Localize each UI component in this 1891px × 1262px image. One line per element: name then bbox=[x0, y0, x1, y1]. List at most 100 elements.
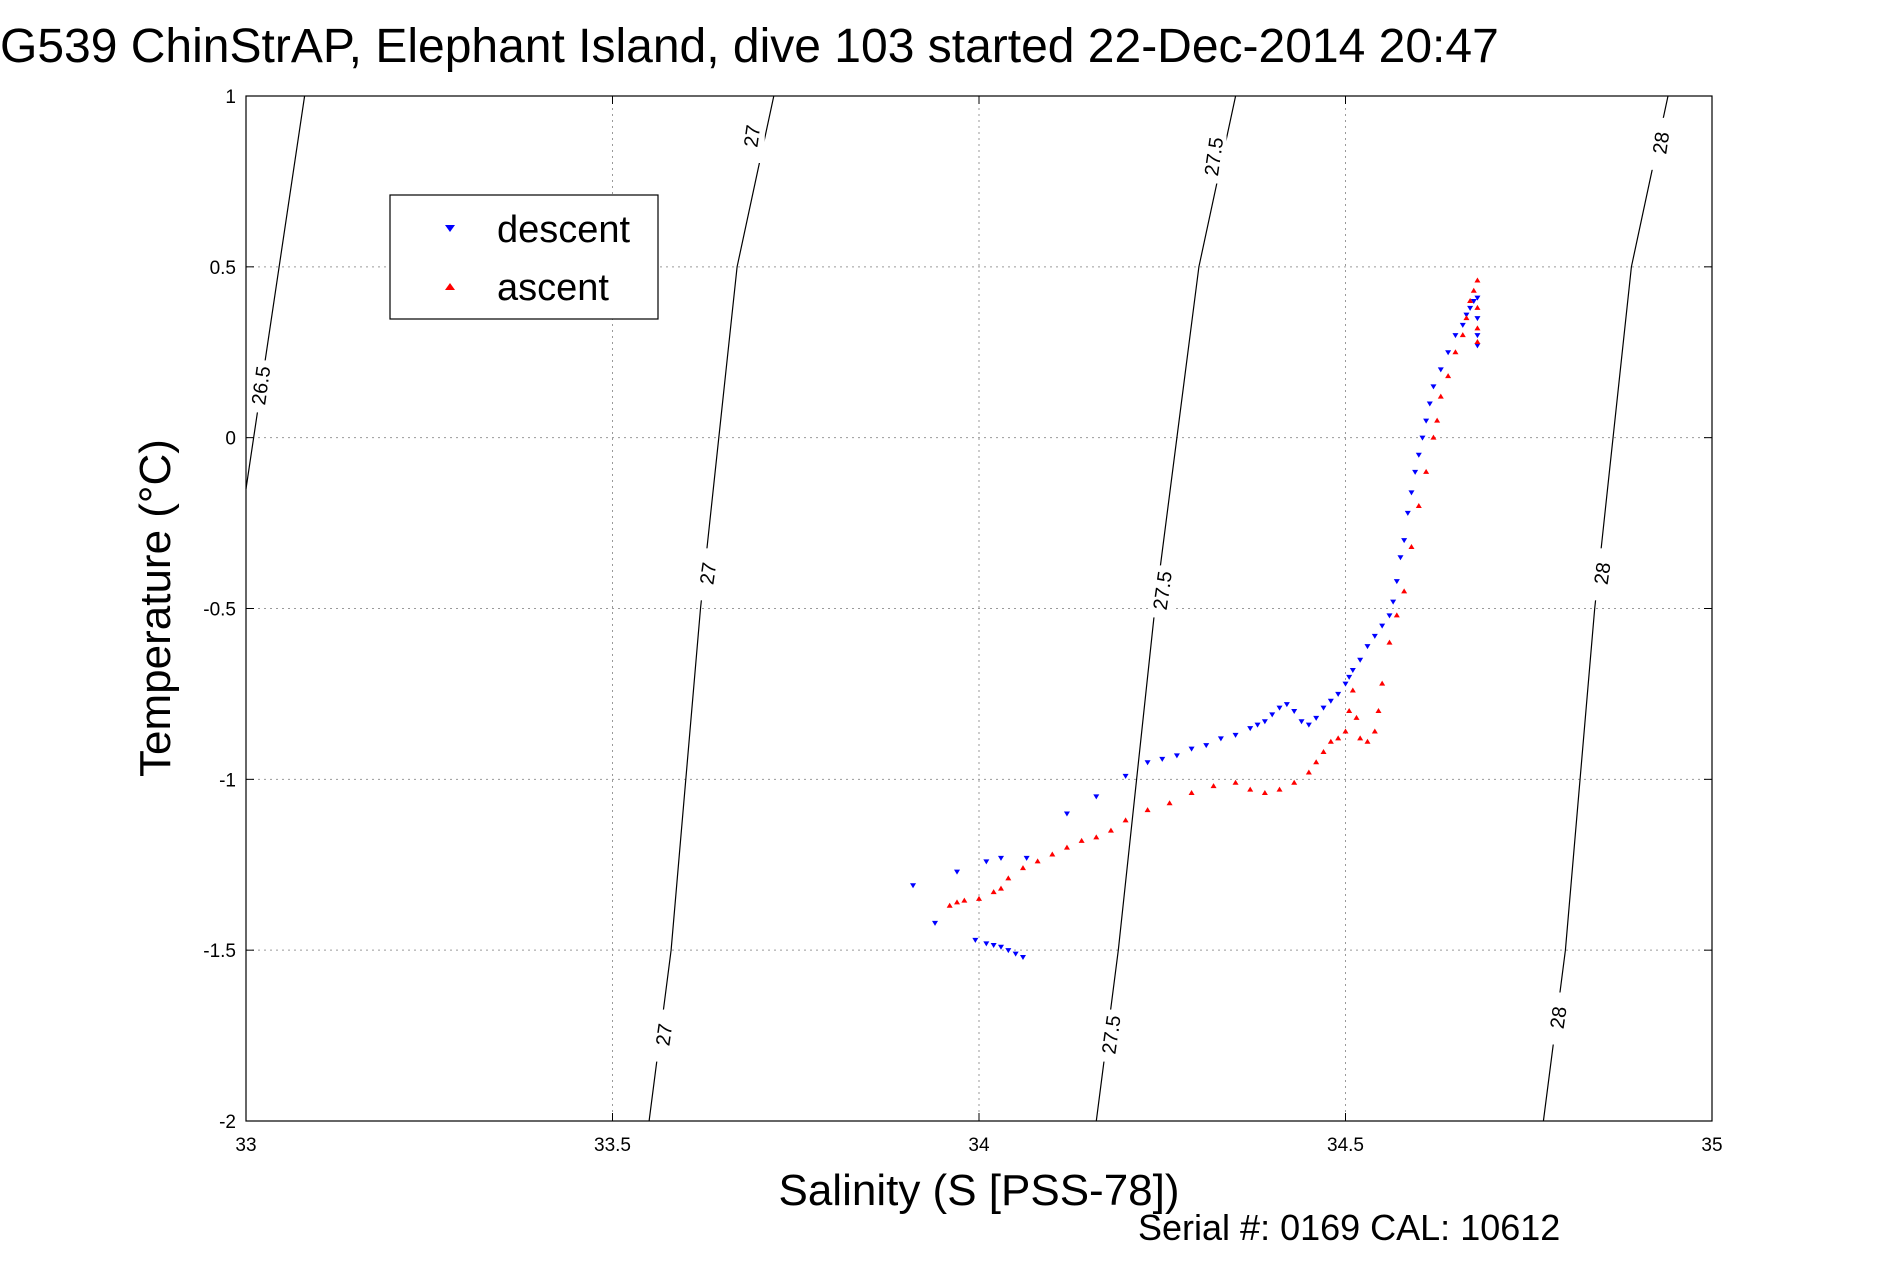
isopycnal-label: 28 bbox=[1649, 130, 1674, 155]
series-descent bbox=[910, 295, 1481, 960]
ascent-point bbox=[1393, 612, 1400, 618]
ascent-point bbox=[1049, 851, 1056, 857]
y-axis-label: Temperature (°C) bbox=[131, 439, 180, 777]
descent-point bbox=[1173, 753, 1180, 759]
ascent-point bbox=[1445, 373, 1452, 379]
x-tick-label: 34 bbox=[968, 1135, 990, 1156]
descent-point bbox=[1335, 691, 1342, 697]
descent-point bbox=[1437, 367, 1444, 373]
isopycnal-line bbox=[245, 95, 306, 489]
descent-point bbox=[1005, 948, 1012, 954]
descent-point bbox=[1397, 555, 1404, 561]
descent-point bbox=[997, 944, 1004, 950]
descent-point bbox=[1412, 469, 1419, 475]
ascent-point bbox=[1474, 277, 1481, 283]
descent-point bbox=[1254, 722, 1261, 728]
isopycnal-line bbox=[648, 95, 775, 1122]
ascent-point bbox=[1415, 503, 1422, 508]
descent-point bbox=[1188, 746, 1195, 752]
descent-point bbox=[1320, 705, 1327, 711]
ascent-point bbox=[1276, 786, 1283, 792]
descent-point bbox=[910, 883, 917, 889]
descent-point bbox=[1276, 705, 1283, 711]
descent-point bbox=[1404, 510, 1411, 516]
descent-point bbox=[1423, 418, 1430, 424]
isopycnal-label: 27 bbox=[652, 1022, 677, 1047]
isopycnal-label-bg bbox=[1097, 1009, 1124, 1062]
y-tick-label: 0.5 bbox=[210, 258, 236, 279]
descent-point bbox=[1019, 955, 1026, 960]
descent-point bbox=[1217, 736, 1224, 742]
legend-label-ascent: ascent bbox=[497, 267, 609, 309]
descent-point bbox=[1474, 295, 1481, 301]
ascent-point bbox=[1107, 827, 1114, 833]
legend-marker-ascent bbox=[445, 283, 455, 290]
x-tick-label: 35 bbox=[1701, 1135, 1722, 1156]
ascent-point bbox=[1122, 817, 1129, 823]
descent-point bbox=[1390, 599, 1397, 605]
isopycnal-label-bg bbox=[1149, 565, 1176, 618]
ascent-point bbox=[1078, 837, 1085, 843]
isopycnal-label-bg bbox=[247, 360, 274, 413]
ascent-point bbox=[1452, 349, 1459, 355]
ascent-point bbox=[961, 897, 968, 903]
descent-point bbox=[1342, 681, 1349, 687]
ascent-point bbox=[1144, 807, 1151, 813]
isopycnal-label-bg bbox=[738, 111, 765, 163]
ascent-point bbox=[1386, 639, 1393, 645]
series-ascent bbox=[946, 277, 1481, 908]
ascent-point bbox=[997, 885, 1004, 891]
ascent-point bbox=[1430, 434, 1437, 440]
descent-point bbox=[1247, 726, 1254, 732]
x-axis-label: Salinity (S [PSS-78]) bbox=[778, 1166, 1179, 1215]
isopycnal-label-bg bbox=[1545, 992, 1572, 1045]
ascent-point bbox=[1470, 287, 1477, 293]
isopycnal-label-bg bbox=[1200, 131, 1227, 184]
descent-point bbox=[997, 855, 1004, 861]
chart-title: G539 ChinStrAP, Elephant Island, dive 10… bbox=[0, 20, 1499, 73]
isopycnal-label-bg bbox=[1647, 117, 1674, 170]
descent-point bbox=[1386, 613, 1393, 619]
ascent-point bbox=[1467, 298, 1474, 303]
ascent-point bbox=[1313, 759, 1320, 765]
ascent-point bbox=[1463, 315, 1470, 321]
descent-point bbox=[1261, 719, 1268, 725]
descent-point bbox=[1327, 698, 1334, 704]
descent-point bbox=[1459, 322, 1466, 328]
legend-box bbox=[389, 194, 659, 320]
x-tick-label: 33 bbox=[235, 1135, 256, 1156]
descent-point bbox=[1474, 316, 1481, 322]
isopycnal-label: 28 bbox=[1547, 1005, 1572, 1030]
descent-point bbox=[1269, 712, 1276, 718]
descent-point bbox=[990, 943, 997, 949]
ascent-point bbox=[1327, 738, 1334, 744]
ascent-point bbox=[1437, 393, 1444, 399]
ascent-point bbox=[1188, 790, 1195, 795]
isopycnal-label: 27 bbox=[696, 561, 721, 586]
ascent-point bbox=[1346, 708, 1353, 713]
descent-point bbox=[1467, 305, 1474, 311]
isopycnal-label: 27.5 bbox=[1150, 570, 1177, 612]
ascent-point bbox=[1335, 735, 1342, 741]
isopycnal-label-bg bbox=[650, 1009, 677, 1062]
descent-point bbox=[932, 920, 939, 926]
descent-point bbox=[1401, 538, 1408, 544]
y-tick-label: -1.5 bbox=[203, 941, 236, 962]
isopycnal-lines: 26.5 27 27 27 27.5 27.5 27.5 28 28 28 bbox=[245, 95, 1674, 1122]
descent-point bbox=[1379, 623, 1386, 629]
y-tick-label: 0 bbox=[225, 429, 236, 450]
descent-point bbox=[954, 869, 961, 875]
ascent-point bbox=[1063, 844, 1070, 850]
ascent-point bbox=[1371, 728, 1378, 734]
ascent-point bbox=[1357, 735, 1364, 741]
descent-point bbox=[1419, 435, 1426, 441]
descent-point bbox=[1063, 811, 1070, 817]
ascent-point bbox=[1261, 790, 1268, 795]
descent-point bbox=[1364, 644, 1371, 650]
descent-point bbox=[1371, 633, 1378, 639]
y-tick-label: -0.5 bbox=[203, 600, 236, 621]
isopycnal-label: 27.5 bbox=[1201, 136, 1228, 178]
descent-point bbox=[983, 859, 990, 865]
